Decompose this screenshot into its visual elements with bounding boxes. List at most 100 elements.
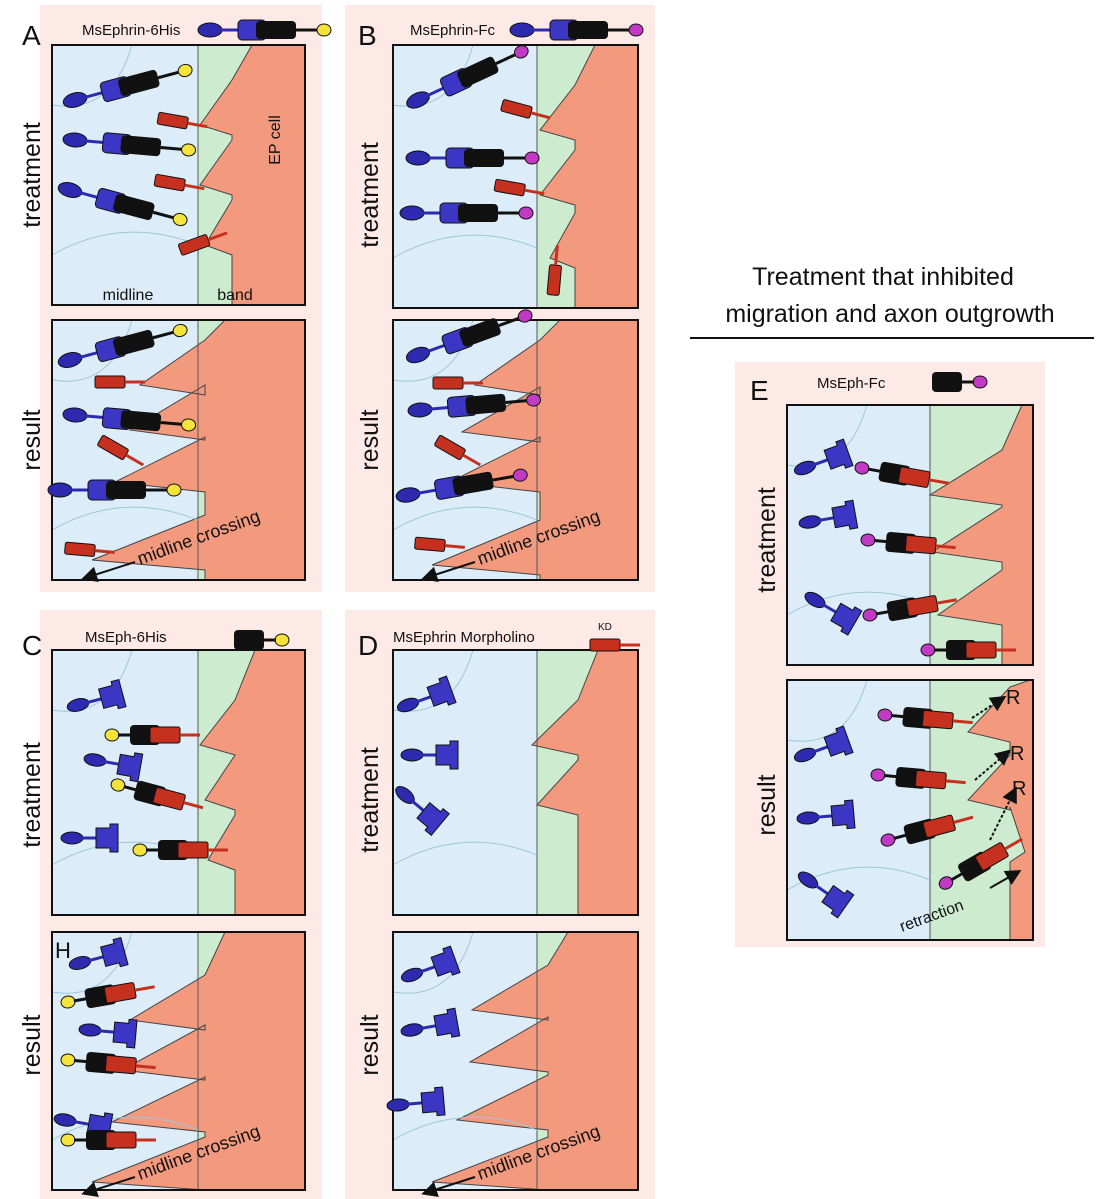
- ephrin-fork: [823, 725, 854, 757]
- ephrin-stalk: [417, 488, 438, 495]
- tag: [181, 418, 197, 432]
- fc-body: [120, 410, 162, 432]
- linker: [883, 774, 899, 779]
- eph-stalk: [135, 1064, 156, 1070]
- molecule: [880, 814, 974, 847]
- arrow: [421, 1176, 476, 1197]
- molecule: [395, 786, 450, 836]
- linker: [950, 871, 965, 882]
- molecule: [47, 479, 182, 501]
- panel-title: MsEphrin-Fc: [410, 22, 496, 39]
- midline-fiber: [51, 506, 199, 531]
- molecule: [178, 231, 228, 256]
- molecule: [66, 678, 127, 712]
- row-label: treatment: [356, 747, 384, 853]
- molecule: [60, 982, 155, 1009]
- linker: [152, 330, 175, 340]
- row-label: result: [753, 774, 781, 835]
- eph-body: [921, 710, 954, 730]
- tag: [172, 212, 188, 227]
- ephrin-stalk: [84, 90, 105, 99]
- eph-body: [104, 1055, 137, 1075]
- ephrin-fork: [831, 499, 859, 530]
- molecule: [493, 178, 545, 197]
- linker: [160, 146, 183, 151]
- linker: [157, 70, 180, 80]
- row-label: treatment: [18, 742, 46, 848]
- midline-fiber: [392, 931, 474, 994]
- molecule: [400, 740, 459, 770]
- linker: [73, 1059, 89, 1064]
- linker: [505, 399, 528, 404]
- molecule: [234, 630, 290, 650]
- molecule: [862, 595, 957, 622]
- tag: [316, 23, 332, 37]
- fc-body: [457, 56, 499, 88]
- molecule: [798, 499, 859, 530]
- eph-stalk: [462, 453, 482, 467]
- box-outline: [51, 319, 306, 581]
- eph-stalk: [183, 801, 204, 810]
- eph-body: [589, 638, 621, 652]
- molecule: [804, 591, 863, 636]
- tag: [972, 375, 988, 389]
- molecule: [395, 468, 528, 503]
- ephrin-fork: [116, 752, 144, 783]
- molecule: [793, 438, 854, 476]
- molecule: [57, 182, 188, 227]
- ephrin-stalk: [813, 745, 829, 753]
- ephrin-stalk: [104, 760, 119, 766]
- row-label: treatment: [18, 122, 46, 228]
- midline-fiber: [51, 231, 199, 256]
- ephrin-stalk: [426, 85, 446, 98]
- molecule: [407, 393, 542, 418]
- molecule: [396, 675, 457, 713]
- tag: [518, 206, 534, 220]
- ep-cell: [431, 931, 639, 1191]
- midline-fiber: [392, 1116, 538, 1141]
- eph-body: [897, 466, 931, 488]
- fc-body: [234, 630, 264, 650]
- tag: [512, 468, 528, 482]
- eph-stalk: [935, 544, 956, 550]
- box-outline: [392, 649, 639, 916]
- fc-body: [118, 69, 160, 96]
- molecule: [546, 245, 562, 296]
- ephrin-fork: [830, 602, 863, 636]
- ephrin-fork: [823, 438, 854, 470]
- linker: [123, 785, 138, 792]
- row-label: result: [18, 409, 46, 470]
- ephrin-head: [197, 22, 223, 38]
- linker: [498, 316, 520, 327]
- eph-stalk: [928, 478, 949, 485]
- arrow: [421, 561, 476, 582]
- ephrin-fork: [420, 1086, 446, 1117]
- box-outline: [392, 931, 639, 1191]
- fc-body: [568, 21, 608, 39]
- ephrin-fork: [426, 675, 457, 707]
- row-label: treatment: [753, 487, 781, 593]
- retraction-arrow: [974, 749, 1012, 781]
- molecule: [62, 63, 193, 108]
- eph-stalk: [945, 779, 966, 785]
- panel-title: MsEphrin Morpholino: [393, 629, 535, 646]
- midline-fiber: [392, 841, 538, 866]
- molecule: [400, 945, 461, 983]
- molecule: [938, 837, 1023, 890]
- molecule: [854, 461, 949, 488]
- panel-letter: E: [750, 375, 769, 406]
- eph-stalk: [952, 719, 973, 725]
- midline-fiber: [51, 44, 133, 107]
- molecule: [156, 111, 208, 130]
- midline-region: [52, 650, 198, 915]
- ephrin-stalk: [819, 516, 834, 522]
- panel-title: MsEph-6His: [85, 629, 167, 646]
- row-label: result: [18, 1014, 46, 1075]
- eph-body: [965, 641, 997, 659]
- molecule: [197, 19, 332, 41]
- box-outline: [51, 649, 306, 916]
- molecule: [796, 799, 856, 830]
- molecule: [589, 638, 640, 652]
- fc-body: [458, 204, 498, 222]
- fc-body: [256, 21, 296, 39]
